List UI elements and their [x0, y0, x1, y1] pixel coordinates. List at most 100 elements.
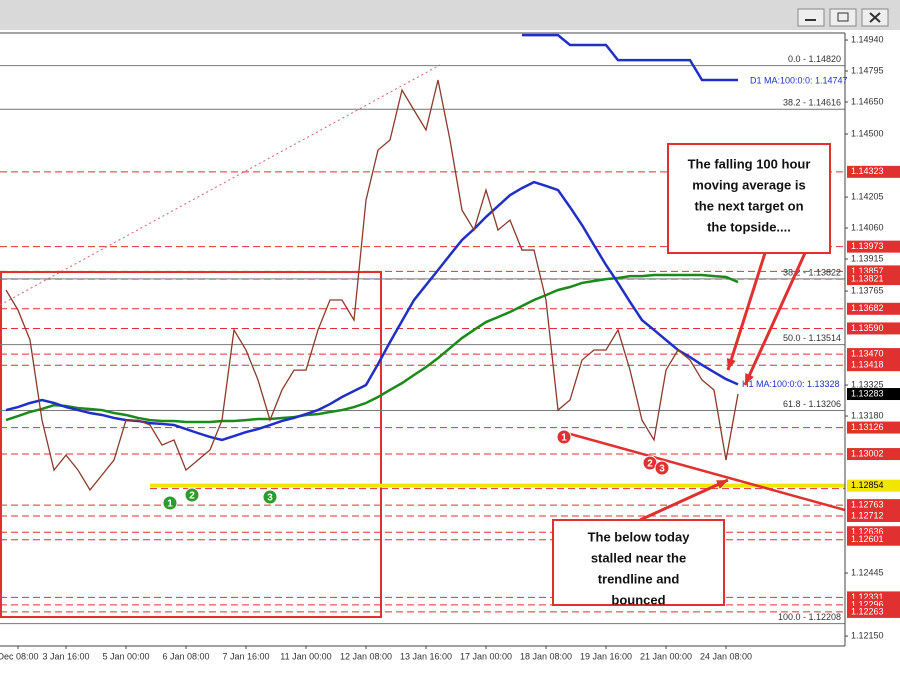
support-label-box: [847, 479, 900, 492]
y-tick-label: 1.13325: [851, 379, 884, 389]
marker-label: 1: [561, 433, 567, 444]
level-label-box: [847, 348, 900, 361]
annotation-text: stalled near the: [591, 550, 686, 565]
x-tick-label: 5 Jan 00:00: [102, 651, 149, 661]
level-label: 1.13682: [851, 303, 884, 313]
annotation-text: the next target on: [694, 198, 803, 213]
fib-diagonal: [0, 64, 441, 306]
fib-label: 38.2 - 1.13822: [783, 267, 841, 277]
arrow-head: [745, 373, 754, 385]
annotation-text: the topside....: [707, 219, 791, 234]
level-label: 1.13973: [851, 241, 884, 251]
arrow-shaft: [743, 252, 807, 386]
y-tick-label: 1.14940: [851, 34, 884, 44]
support-label: 1.12854: [851, 480, 884, 490]
current-price-label: 1.13283: [851, 388, 884, 398]
level-label: 1.12601: [851, 534, 884, 544]
y-tick-label: 1.12150: [851, 630, 884, 640]
level-label: 1.12331: [851, 592, 884, 602]
level-label: 1.12763: [851, 499, 884, 509]
fib-label: 0.0 - 1.14820: [788, 54, 841, 64]
window-buttons: [797, 8, 889, 27]
level-label: 1.14323: [851, 166, 884, 176]
level-label-box: [847, 421, 900, 434]
x-tick-label: 12 Jan 08:00: [340, 651, 392, 661]
moving-average: [522, 33, 738, 82]
minimize-button[interactable]: [797, 8, 825, 27]
annotation-text: moving average is: [692, 177, 805, 192]
fib-label: 61.8 - 1.13206: [783, 399, 841, 409]
arrow-head: [716, 480, 728, 489]
level-label-box: [847, 359, 900, 372]
x-tick-label: 19 Jan 16:00: [580, 651, 632, 661]
y-tick-label: 1.14500: [851, 128, 884, 138]
annotation-box: [667, 143, 831, 254]
x-tick-label: 3 Jan 16:00: [42, 651, 89, 661]
level-label-box: [847, 448, 900, 461]
arrow-shaft: [726, 252, 767, 371]
restore-button[interactable]: [829, 8, 857, 27]
marker-circle: [262, 489, 278, 505]
marker-circle: [654, 460, 670, 476]
x-tick-label: 6 Jan 08:00: [162, 651, 209, 661]
trendline: [562, 430, 845, 512]
level-label-box: [847, 322, 900, 335]
fib-label: 38.2 - 1.14616: [783, 98, 841, 108]
level-label: 1.12296: [851, 599, 884, 609]
restore-icon: [837, 12, 849, 22]
level-label: 1.13470: [851, 348, 884, 358]
close-icon: [869, 12, 881, 23]
level-label: 1.12263: [851, 606, 884, 616]
current-price-label-box: [847, 388, 900, 401]
marker-label: 2: [189, 491, 195, 502]
arrow-head: [726, 358, 736, 370]
x-tick-label: 18 Jan 08:00: [520, 651, 572, 661]
ma-label: D1 MA:100:0:0: 1.14747: [750, 76, 848, 86]
x-tick-label: 21 Jan 00:00: [640, 651, 692, 661]
y-tick-label: 1.13180: [851, 410, 884, 420]
level-label: 1.13857: [851, 266, 884, 276]
range-box: [0, 271, 382, 618]
plot-area: 0.0 - 1.14820 38.2 - 1.14616 38.2 - 1.1382…: [0, 32, 900, 661]
x-tick-label: Dec 08:00: [0, 651, 39, 661]
y-tick-label: 1.14060: [851, 222, 884, 232]
marker-label: 2: [647, 459, 653, 470]
marker-label: 3: [659, 464, 665, 475]
marker-label: 1: [167, 499, 173, 510]
chart-background: [0, 30, 900, 674]
x-tick-label: 13 Jan 16:00: [400, 651, 452, 661]
level-label-box: [847, 273, 900, 286]
annotation-text: The below today: [588, 529, 691, 544]
fib-label: 50.0 - 1.13514: [783, 333, 841, 343]
ma-label: H1 MA:100:0:0: 1.13328: [742, 379, 840, 389]
x-tick-label: 7 Jan 16:00: [222, 651, 269, 661]
y-tick-label: 1.13765: [851, 285, 884, 295]
annotation-box: [552, 519, 725, 606]
level-label-box: [847, 499, 900, 512]
y-tick-label: 1.12445: [851, 567, 884, 577]
marker-label: 3: [267, 493, 273, 504]
price-line: [5, 79, 739, 492]
level-label: 1.13126: [851, 422, 884, 432]
marker-circle: [556, 429, 572, 445]
level-label: 1.13002: [851, 448, 884, 458]
level-label-box: [847, 605, 900, 618]
x-tick-label: 11 Jan 00:00: [280, 651, 331, 661]
marker-circle: [184, 487, 200, 503]
level-label-box: [847, 533, 900, 546]
y-tick-label: 1.13915: [851, 253, 884, 263]
level-label: 1.13418: [851, 360, 884, 370]
level-label: 1.13590: [851, 323, 884, 333]
level-label-box: [847, 165, 900, 178]
x-tick-label: 24 Jan 08:00: [700, 651, 752, 661]
level-label: 1.13821: [851, 273, 884, 283]
arrow-shaft: [639, 478, 729, 522]
annotation-text: trendline and: [598, 571, 680, 586]
y-tick-label: 1.14650: [851, 96, 884, 106]
level-label-box: [847, 302, 900, 315]
y-tick-label: 1.14795: [851, 65, 884, 75]
x-tick-label: 17 Jan 00:00: [460, 651, 512, 661]
level-label-box: [847, 510, 900, 523]
level-label: 1.12636: [851, 527, 884, 537]
level-label: 1.12712: [851, 510, 884, 520]
